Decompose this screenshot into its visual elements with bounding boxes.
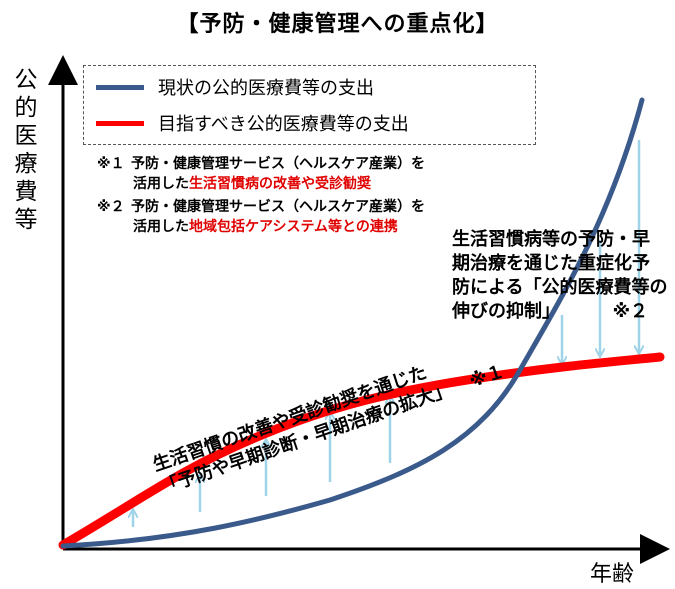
- note-1-mark: ※１: [97, 156, 125, 172]
- legend-item-current: 現状の公的医療費等の支出: [96, 74, 374, 100]
- annotation-right-ref: ※２: [612, 301, 649, 322]
- annotation-right-line: 防による「公的医療費等の: [452, 277, 668, 298]
- annotation-right-line: 生活習慣病等の予防・早: [452, 229, 650, 250]
- annotation-right-line: 伸びの抑制」: [452, 301, 560, 322]
- current-spending-curve: [60, 97, 645, 549]
- legend-item-target: 目指すべき公的医療費等の支出: [96, 110, 409, 136]
- note-1-line2-highlight: 生活習慣病の改善や受診勧奨: [189, 176, 371, 192]
- note-2-line1: 予防・健康管理サービス（ヘルスケア産業）を: [131, 199, 425, 215]
- legend-label-target: 目指すべき公的医療費等の支出: [158, 114, 409, 135]
- annotation-right-line: 期治療を通じた重症化予: [452, 253, 650, 274]
- x-axis-label: 年齢: [590, 562, 635, 587]
- note-2-line2-prefix: 活用した: [133, 219, 189, 235]
- legend-swatch-current: [96, 84, 144, 90]
- page-title: 【予防・健康管理への重点化】: [176, 12, 499, 37]
- note-2: ※２ 予防・健康管理サービス（ヘルスケア産業）を 活用した地域包括ケアシステム等と…: [97, 197, 425, 237]
- note-1-line2-prefix: 活用した: [133, 176, 189, 192]
- note-1-line1: 予防・健康管理サービス（ヘルスケア産業）を: [131, 156, 425, 172]
- legend-label-current: 現状の公的医療費等の支出: [158, 78, 374, 99]
- upward-arrows: [133, 396, 390, 527]
- note-1: ※１ 予防・健康管理サービス（ヘルスケア産業）を 活用した生活習慣病の改善や受診勧…: [97, 154, 425, 194]
- note-2-line2-highlight: 地域包括ケアシステム等との連携: [189, 219, 398, 235]
- legend: 現状の公的医療費等の支出 目指すべき公的医療費等の支出: [83, 65, 536, 145]
- annotation-right: 生活習慣病等の予防・早 期治療を通じた重症化予 防による「公的医療費等の 伸びの…: [452, 228, 667, 324]
- legend-swatch-target: [96, 120, 144, 126]
- downward-arrows: [562, 140, 639, 364]
- y-axis-label: 公的医療費等: [12, 66, 40, 234]
- y-axis-label-text: 公的医療費等: [14, 67, 38, 233]
- note-2-mark: ※２: [97, 199, 125, 215]
- target-spending-curve: [58, 352, 665, 550]
